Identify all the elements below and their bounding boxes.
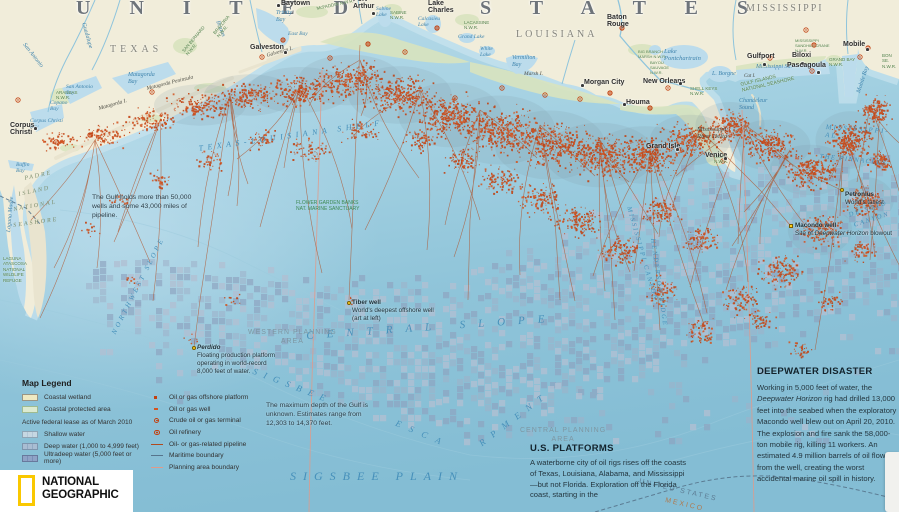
barrier-islands	[24, 46, 762, 318]
planning-area-boundaries	[308, 69, 755, 512]
city-dot	[581, 84, 584, 87]
legend-symbol-maritime-icon	[150, 452, 164, 460]
well-marker-tiber	[347, 301, 351, 305]
legend-swatch-wetland-icon	[22, 394, 38, 402]
annotation-macondo: Macondo well Site of Deepwater Horizon bl…	[795, 222, 892, 237]
legend-item: Oil or gas offshore platform	[150, 392, 290, 404]
us-platforms-body: A waterborne city of oil rigs rises off …	[530, 458, 687, 500]
map-legend: Map Legend Coastal wetland Coastal protec…	[22, 378, 342, 471]
legend-symbol-pipeline-icon	[150, 440, 164, 448]
maritime-boundaries	[0, 195, 899, 512]
annotation-petronius: Petronius World's tallest	[845, 191, 884, 206]
well-marker-perdido	[192, 346, 196, 350]
legend-item: Crude oil or gas terminal	[150, 415, 290, 427]
federal-lease-blocks	[86, 148, 899, 446]
legend-item: Coastal wetland	[22, 392, 150, 404]
oil-gas-wells-layer-a	[44, 60, 893, 359]
legend-swatch-shallow-icon	[22, 431, 38, 439]
legend-swatch-ultra-icon	[22, 454, 38, 462]
legend-symbols-column: Oil or gas offshore platform Oil or gas w…	[150, 392, 290, 473]
pipelines	[30, 44, 899, 351]
terminal-refinery-symbols	[15, 25, 871, 164]
legend-lease-subtitle: Active federal lease as of March 2010	[22, 419, 133, 427]
legend-symbol-platform-icon	[150, 394, 164, 402]
legend-item: Planning area boundary	[150, 462, 290, 474]
city-dot	[676, 148, 679, 151]
city-dot	[801, 62, 804, 65]
gulf-wells-note: The Gulf holds more than 50,000 wells an…	[92, 194, 192, 219]
ng-logo-text: NATIONAL GEOGRAPHIC	[42, 476, 119, 501]
well-marker-petronius	[840, 188, 844, 192]
city-dot	[34, 127, 37, 130]
legend-item: Oil or gas well	[150, 404, 290, 416]
legend-swatch-protected-icon	[22, 405, 38, 413]
city-dot	[817, 71, 820, 74]
city-dot	[763, 63, 766, 66]
bathymetric-contours	[0, 209, 899, 481]
city-dot	[623, 103, 626, 106]
legend-symbol-planning-icon	[150, 463, 164, 471]
legend-title: Map Legend	[22, 378, 72, 388]
legend-item: Deep water (1,000 to 4,999 feet)	[22, 441, 150, 453]
city-dot	[866, 48, 869, 51]
legend-item: Shallow water	[22, 429, 150, 441]
bays-and-lakes	[8, 7, 858, 308]
city-dot	[372, 12, 375, 15]
deepwater-disaster-block: DEEPWATER DISASTER Working in 5,000 feet…	[757, 366, 897, 485]
legend-surface-column: Coastal wetland Coastal protected area Act…	[22, 392, 150, 465]
city-dot	[284, 51, 287, 54]
rivers	[47, 0, 849, 113]
city-dot	[679, 82, 682, 85]
legend-symbol-well-icon	[150, 405, 164, 413]
annotation-perdido: Perdido Floating production platform oper…	[197, 344, 276, 375]
legend-item: Maritime boundary	[150, 450, 290, 462]
well-marker-macondo	[789, 224, 793, 228]
deepwater-disaster-body: Working in 5,000 feet of water, the Deep…	[757, 383, 897, 484]
legend-item: Ultradeep water (5,000 feet or more)	[22, 451, 150, 465]
max-depth-note: The maximum depth of the Gulf is unknown…	[266, 402, 368, 427]
national-geographic-logo: NATIONAL GEOGRAPHIC	[0, 470, 133, 512]
legend-item: Oil- or gas-related pipeline	[150, 438, 290, 450]
page-edge-artifact	[885, 452, 899, 512]
city-dot	[724, 157, 727, 160]
legend-swatch-deep-icon	[22, 443, 38, 451]
deepwater-disaster-title: DEEPWATER DISASTER	[757, 366, 873, 377]
city-dot	[277, 4, 280, 7]
legend-symbol-refinery-icon	[150, 429, 164, 437]
us-platforms-title: U.S. PLATFORMS	[530, 443, 614, 454]
us-platforms-block: U.S. PLATFORMS A waterborne city of oil …	[530, 443, 688, 501]
ng-yellow-frame-icon	[18, 475, 35, 506]
legend-symbol-terminal-icon	[150, 417, 164, 425]
legend-item: Oil refinery	[150, 427, 290, 439]
annotation-tiber: Tiber well World's deepest offshore well …	[352, 299, 434, 322]
legend-item: Coastal protected area	[22, 404, 150, 416]
